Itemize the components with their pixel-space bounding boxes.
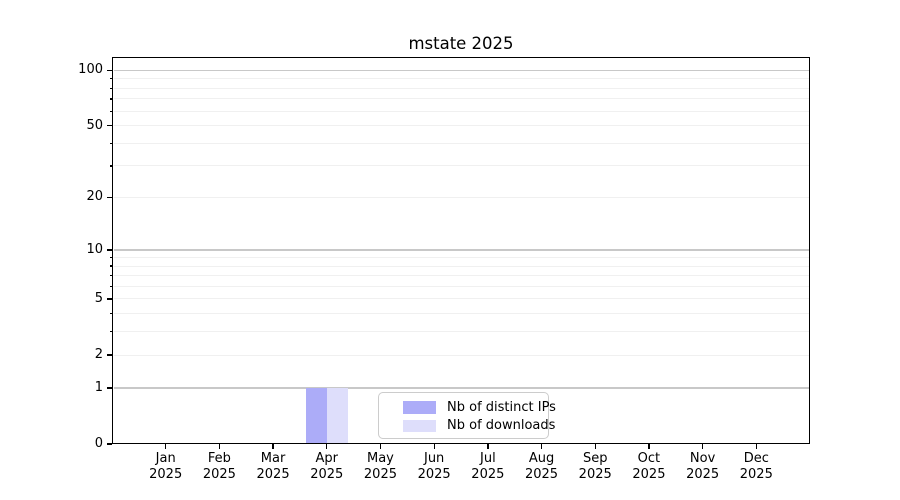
x-tick [702,444,704,449]
y-tick-label: 10 [86,241,103,257]
x-tick [218,444,221,449]
y-tick-label: 5 [94,290,103,306]
chart-title: mstate 2025 [408,34,514,53]
bar-downloads[interactable] [326,387,348,444]
minor-gridline [113,313,809,315]
minor-gridline [113,87,809,89]
y-tick-label: 100 [78,62,103,78]
y-minor-tick [109,98,112,100]
x-tick-label: Feb 2025 [202,451,236,482]
x-tick [326,444,328,449]
minor-gridline [113,265,809,267]
y-minor-tick [109,256,112,259]
legend-entry-downloads: Nb of downloads [379,417,555,436]
y-minor-tick [109,87,112,89]
x-tick-label: Apr 2025 [310,451,344,482]
y-major-tick [107,69,112,71]
x-tick [594,444,596,449]
x-tick-label: Nov 2025 [686,451,720,482]
y-major-tick [107,196,112,199]
y-minor-tick [109,331,112,333]
minor-gridline [113,165,809,167]
x-tick-label: Mar 2025 [256,451,290,482]
x-tick [379,444,382,449]
x-tick [165,444,167,449]
y-minor-tick [109,78,112,80]
major-gridline [113,387,809,389]
minor-gridline [113,78,809,80]
minor-gridline [113,285,809,287]
bar-distinct-ips[interactable] [305,387,327,444]
x-tick-label: Jul 2025 [471,451,505,482]
minor-gridline [113,257,809,259]
y-major-tick [107,387,112,389]
y-minor-tick [109,110,112,112]
y-tick-label: 20 [86,189,103,205]
y-tick-label: 50 [86,117,103,133]
x-tick [433,444,435,449]
y-tick-label: 0 [94,436,103,451]
x-tick-label: May 2025 [363,451,397,482]
minor-gridline [113,142,809,144]
legend-label-distinct-ips: Nb of distinct IPs [447,399,556,415]
x-tick [648,444,650,449]
minor-gridline [113,98,809,100]
x-tick-label: Jun 2025 [417,451,451,482]
minor-gridline [113,298,809,300]
x-tick [487,444,489,449]
y-minor-tick [109,165,112,167]
major-gridline [113,69,809,71]
x-tick [540,444,543,449]
x-tick-label: Oct 2025 [632,451,666,482]
y-major-tick [107,443,112,445]
x-tick-label: Sep 2025 [578,451,612,482]
y-tick-label: 2 [94,347,103,363]
legend-swatch-distinct-ips [403,401,436,414]
y-minor-tick [109,265,112,267]
x-tick [755,444,757,449]
legend-box: Nb of distinct IPs Nb of downloads [378,392,556,439]
x-tick-label: Jan 2025 [149,451,183,482]
y-major-tick [107,249,112,251]
minor-gridline [113,125,809,127]
minor-gridline [113,275,809,277]
y-minor-tick [109,142,112,144]
minor-gridline [113,196,809,198]
legend-entry-distinct-ips: Nb of distinct IPs [379,398,556,417]
legend-label-downloads: Nb of downloads [447,418,556,434]
y-minor-tick [109,275,112,277]
legend-swatch-downloads [403,419,436,432]
y-tick-label: 1 [94,379,103,395]
x-tick [272,444,274,449]
y-minor-tick [109,313,112,315]
y-major-tick [107,354,112,356]
x-tick-label: Aug 2025 [524,451,559,482]
y-major-tick [107,125,112,127]
minor-gridline [113,331,809,333]
y-major-tick [107,298,112,300]
y-minor-tick [109,285,112,288]
major-gridline [113,249,809,251]
minor-gridline [113,110,809,112]
x-tick-label: Dec 2025 [739,451,773,482]
minor-gridline [113,354,809,356]
